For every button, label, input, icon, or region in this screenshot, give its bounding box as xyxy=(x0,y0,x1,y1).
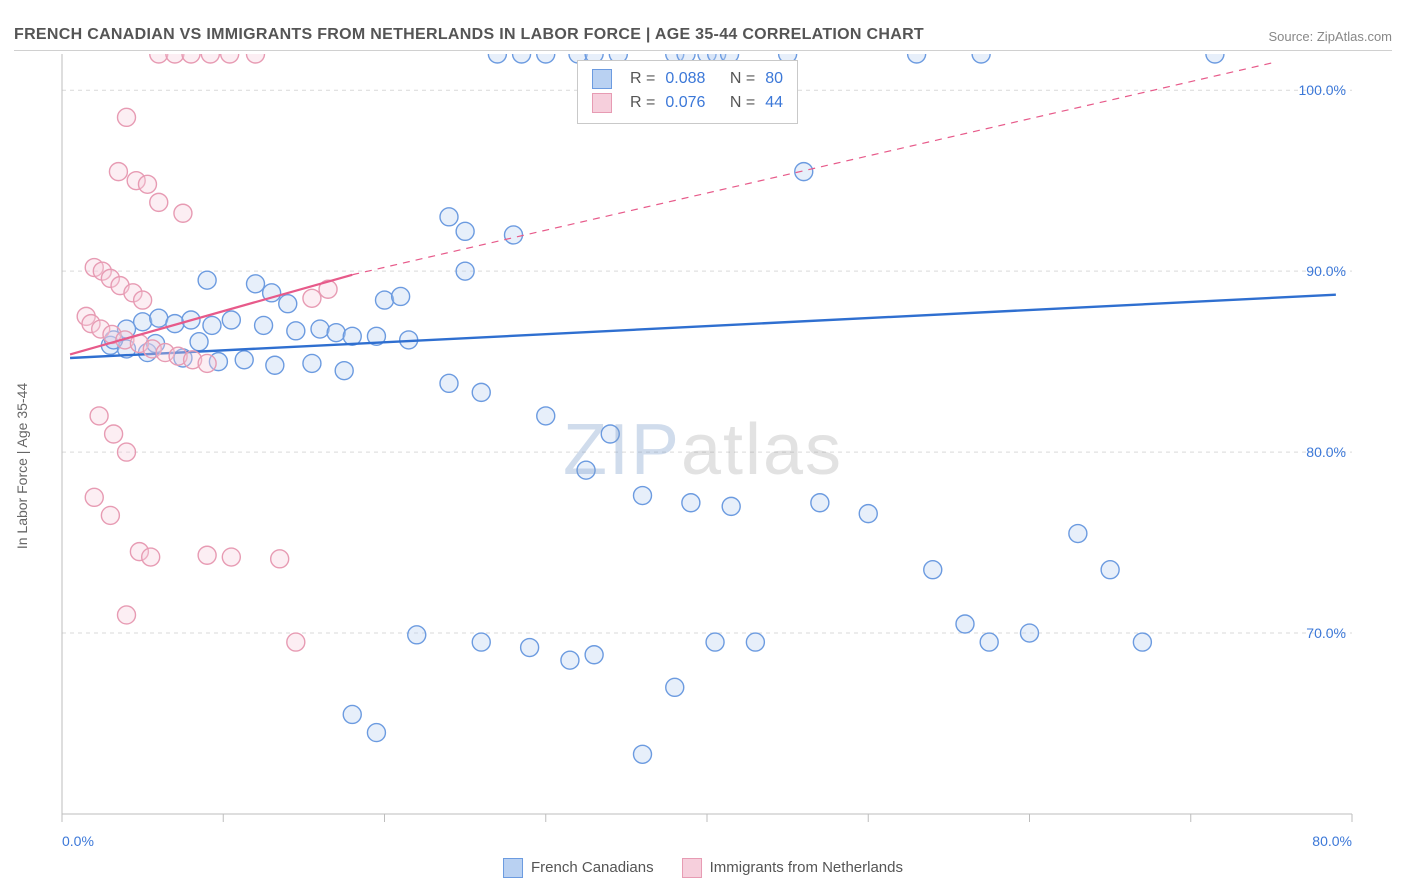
legend-label-b: Immigrants from Netherlands xyxy=(710,859,903,876)
stats-panel: R = 0.088 N = 80 R = 0.076 N = 44 xyxy=(577,60,798,124)
legend-swatch-a xyxy=(503,858,523,878)
r-label-b: R = xyxy=(630,91,655,115)
n-value-b: 44 xyxy=(765,91,783,115)
n-value-a: 80 xyxy=(765,67,783,91)
svg-text:80.0%: 80.0% xyxy=(1306,444,1346,460)
source-label: Source: ZipAtlas.com xyxy=(1268,29,1392,44)
y-axis-label: In Labor Force | Age 35-44 xyxy=(14,383,30,549)
n-label-b: N = xyxy=(730,91,755,115)
r-label-a: R = xyxy=(630,67,655,91)
title-bar: FRENCH CANADIAN VS IMMIGRANTS FROM NETHE… xyxy=(14,14,1392,51)
chart-title: FRENCH CANADIAN VS IMMIGRANTS FROM NETHE… xyxy=(14,26,924,44)
svg-text:100.0%: 100.0% xyxy=(1299,82,1346,98)
legend-label-a: French Canadians xyxy=(531,859,654,876)
r-value-a: 0.088 xyxy=(665,67,705,91)
legend-swatch-b xyxy=(682,858,702,878)
stats-swatch-a xyxy=(592,69,612,89)
footer-legend: French Canadians Immigrants from Netherl… xyxy=(503,858,903,878)
legend-item-b: Immigrants from Netherlands xyxy=(682,858,903,878)
r-value-b: 0.076 xyxy=(665,91,705,115)
svg-text:70.0%: 70.0% xyxy=(1306,625,1346,641)
legend-item-a: French Canadians xyxy=(503,858,654,878)
stats-row-a: R = 0.088 N = 80 xyxy=(592,67,783,91)
stats-row-b: R = 0.076 N = 44 xyxy=(592,91,783,115)
n-label-a: N = xyxy=(730,67,755,91)
stats-swatch-b xyxy=(592,93,612,113)
svg-text:90.0%: 90.0% xyxy=(1306,263,1346,279)
chart-area: In Labor Force | Age 35-44 70.0% 80.0% 90.… xyxy=(14,54,1392,878)
svg-text:80.0%: 80.0% xyxy=(1312,833,1352,849)
scatter-plot: 70.0% 80.0% 90.0% 100.0% 0.0% 80.0% xyxy=(14,54,1392,878)
svg-text:0.0%: 0.0% xyxy=(62,833,94,849)
